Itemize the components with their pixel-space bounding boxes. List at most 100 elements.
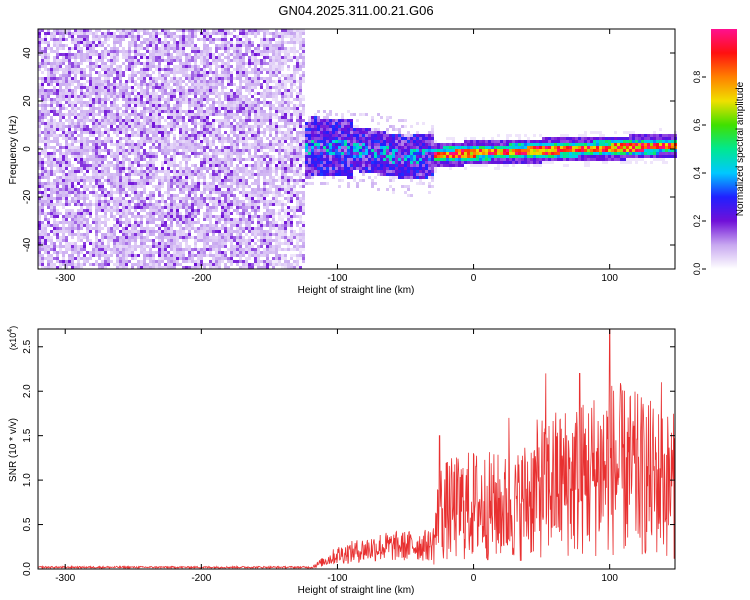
- heatmap-cell: [179, 242, 182, 245]
- heatmap-cell: [83, 260, 86, 263]
- heatmap-cell: [101, 227, 104, 230]
- heatmap-cell: [200, 74, 203, 77]
- heatmap-cell: [173, 116, 176, 119]
- heatmap-cell: [131, 164, 134, 167]
- heatmap-cell: [128, 161, 131, 164]
- heatmap-cell: [41, 104, 44, 107]
- heatmap-cell: [68, 86, 71, 89]
- heatmap-cell: [44, 80, 47, 83]
- heatmap-cell: [50, 158, 53, 161]
- heatmap-cell: [227, 146, 230, 149]
- heatmap-cell: [89, 104, 92, 107]
- heatmap-cell: [152, 167, 155, 170]
- heatmap-cell: [170, 188, 173, 191]
- heatmap-cell: [116, 179, 119, 182]
- heatmap-cell: [116, 263, 119, 266]
- heatmap-cell: [206, 236, 209, 239]
- heatmap-cell: [68, 158, 71, 161]
- heatmap-cell: [119, 128, 122, 131]
- heatmap-cell: [125, 35, 128, 38]
- heatmap-cell: [146, 215, 149, 218]
- heatmap-cell: [143, 128, 146, 131]
- heatmap-cell: [206, 209, 209, 212]
- heatmap-cell: [50, 104, 53, 107]
- heatmap-cell: [131, 188, 134, 191]
- heatmap-cell: [38, 92, 41, 95]
- heatmap-cell: [167, 47, 170, 50]
- heatmap-cell: [101, 131, 104, 134]
- heatmap-cell: [128, 251, 131, 254]
- heatmap-cell: [167, 242, 170, 245]
- heatmap-cell: [248, 218, 251, 221]
- heatmap-cell: [41, 200, 44, 203]
- heatmap-cell: [263, 113, 266, 116]
- heatmap-cell: [140, 137, 143, 140]
- heatmap-cell: [248, 50, 251, 53]
- heatmap-cell: [38, 236, 41, 239]
- heatmap-cell: [164, 263, 167, 266]
- heatmap-cell: [218, 134, 221, 137]
- heatmap-cell: [77, 152, 80, 155]
- heatmap-cell: [146, 218, 149, 221]
- heatmap-cell: [158, 116, 161, 119]
- heatmap-cell: [38, 77, 41, 80]
- heatmap-cell: [227, 152, 230, 155]
- heatmap-cell: [107, 203, 110, 206]
- heatmap-cell: [71, 155, 74, 158]
- heatmap-cell: [158, 101, 161, 104]
- heatmap-cell: [74, 224, 77, 227]
- heatmap-cell: [59, 260, 62, 263]
- heatmap-cell: [167, 32, 170, 35]
- heatmap-cell: [185, 101, 188, 104]
- heatmap-cell: [80, 59, 83, 62]
- heatmap-cell: [167, 224, 170, 227]
- heatmap-cell: [65, 77, 68, 80]
- heatmap-cell: [245, 80, 248, 83]
- heatmap-cell: [44, 155, 47, 158]
- heatmap-cell: [59, 197, 62, 200]
- heatmap-cell: [128, 113, 131, 116]
- heatmap-cell: [41, 194, 44, 197]
- heatmap-cell: [86, 236, 89, 239]
- heatmap-cell: [212, 104, 215, 107]
- heatmap-cell: [194, 53, 197, 56]
- heatmap-cell: [95, 194, 98, 197]
- heatmap-cell: [152, 59, 155, 62]
- heatmap-cell: [158, 89, 161, 92]
- heatmap-cell: [86, 185, 89, 188]
- heatmap-cell: [98, 266, 101, 269]
- heatmap-cell: [215, 164, 218, 167]
- heatmap-cell: [89, 107, 92, 110]
- heatmap-cell: [92, 32, 95, 35]
- heatmap-cell: [80, 215, 83, 218]
- heatmap-cell: [251, 248, 254, 251]
- heatmap-cell: [128, 200, 131, 203]
- heatmap-cell: [191, 71, 194, 74]
- heatmap-cell: [140, 128, 143, 131]
- heatmap-cell: [245, 62, 248, 65]
- heatmap-cell: [86, 137, 89, 140]
- heatmap-cell: [209, 98, 212, 101]
- heatmap-cell: [194, 254, 197, 257]
- heatmap-cell: [158, 95, 161, 98]
- heatmap-cell: [248, 185, 251, 188]
- heatmap-cell: [191, 104, 194, 107]
- heatmap-cell: [53, 86, 56, 89]
- heatmap-cell: [41, 239, 44, 242]
- heatmap-cell: [251, 125, 254, 128]
- heatmap-cell: [269, 161, 272, 164]
- heatmap-cell: [65, 227, 68, 230]
- heatmap-cell: [104, 218, 107, 221]
- heatmap-cell: [89, 32, 92, 35]
- heatmap-cell: [251, 263, 254, 266]
- heatmap-cell: [131, 224, 134, 227]
- heatmap-cell: [173, 176, 176, 179]
- heatmap-cell: [74, 221, 77, 224]
- heatmap-cell: [176, 113, 179, 116]
- heatmap-cell: [176, 194, 179, 197]
- heatmap-cell: [38, 224, 41, 227]
- heatmap-cell: [128, 32, 131, 35]
- heatmap-cell: [50, 98, 53, 101]
- heatmap-cell: [221, 104, 224, 107]
- heatmap-cell: [164, 203, 167, 206]
